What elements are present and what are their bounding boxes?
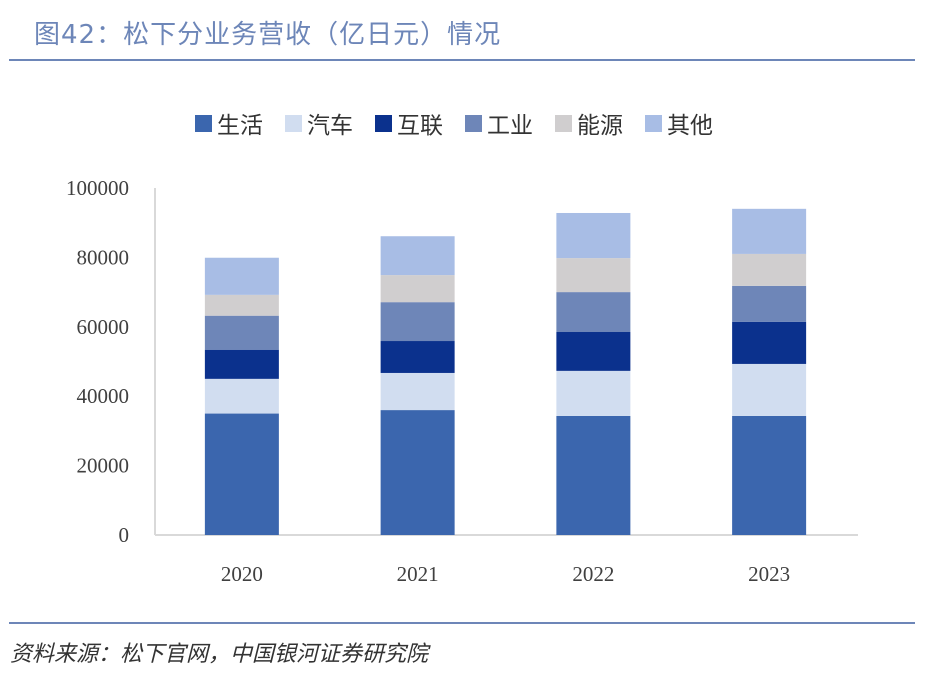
bar-segment [380, 236, 455, 276]
legend-item: 生活 [195, 106, 263, 140]
chart-legend: 生活 汽车 互联 工业 能源 其他 [195, 106, 735, 140]
legend-swatch [555, 114, 572, 132]
bar-segment [732, 415, 807, 535]
bar-segment [204, 315, 279, 350]
footer-divider [9, 622, 915, 624]
y-tick-label: 0 [119, 523, 130, 547]
bar-segment [204, 378, 279, 414]
legend-item: 互联 [375, 106, 443, 140]
bar-segment [732, 363, 807, 416]
stacked-bar-chart: 0 20000 40000 60000 80000 100000 2020 2021 2022 2… [66, 176, 858, 586]
bar-segment [204, 349, 279, 379]
y-tick-label: 20000 [77, 454, 130, 478]
title-divider [9, 59, 915, 61]
legend-item: 工业 [465, 106, 533, 140]
bar-segment [556, 258, 631, 293]
legend-label: 互联 [397, 113, 443, 139]
legend-swatch [375, 114, 392, 132]
bar-segment [204, 294, 279, 316]
legend-label: 工业 [487, 113, 533, 139]
bar-segment [732, 321, 807, 364]
legend-item: 能源 [555, 106, 623, 140]
bar-segment [556, 212, 631, 259]
page-title: 图42：松下分业务营收（亿日元）情况 [34, 20, 502, 50]
y-tick-label: 80000 [77, 245, 130, 269]
y-tick-label: 40000 [77, 384, 130, 408]
legend-swatch [195, 114, 212, 132]
legend-label: 其他 [667, 113, 713, 139]
legend-label: 能源 [577, 113, 623, 139]
x-tick-label: 2023 [748, 562, 790, 586]
source-note: 资料来源：松下官网，中国银河证券研究院 [10, 642, 429, 667]
bar-segment [380, 275, 455, 303]
legend-item: 汽车 [285, 106, 353, 140]
x-tick-label: 2021 [397, 562, 439, 586]
bar-segment [380, 410, 455, 535]
bar-segment [732, 208, 807, 254]
bar-segment [556, 415, 631, 535]
legend-item: 其他 [645, 106, 713, 140]
bar-segment [380, 341, 455, 373]
bar-segment [556, 332, 631, 371]
bar-segment [380, 372, 455, 411]
x-tick-label: 2020 [221, 562, 263, 586]
bar-segment [556, 370, 631, 416]
bar-segment [732, 285, 807, 322]
legend-label: 汽车 [307, 113, 353, 139]
bar-segment [380, 302, 455, 342]
legend-swatch [645, 114, 662, 132]
bar-segment [204, 413, 279, 535]
y-tick-label: 100000 [66, 176, 129, 200]
legend-swatch [285, 114, 302, 132]
y-tick-label: 60000 [77, 315, 130, 339]
x-tick-label: 2022 [572, 562, 614, 586]
legend-swatch [465, 114, 482, 132]
legend-label: 生活 [217, 113, 263, 139]
bar-segment [556, 292, 631, 333]
bar-segment [732, 253, 807, 286]
bar-segment [204, 257, 279, 295]
